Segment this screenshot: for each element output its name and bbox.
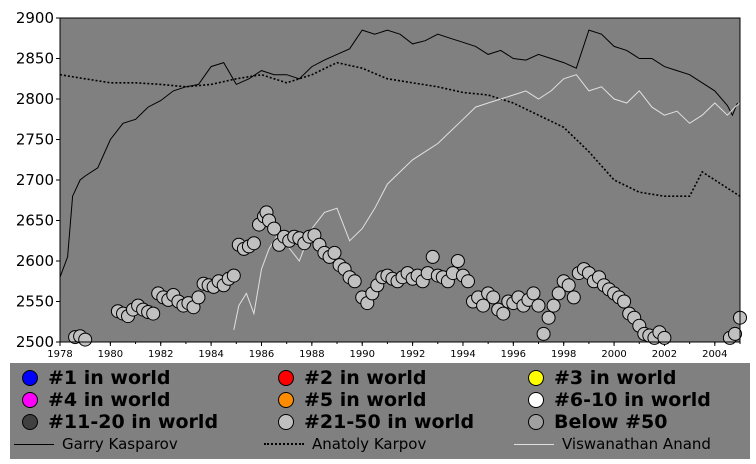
legend-marker-rank-3 bbox=[528, 370, 544, 386]
legend-item-rank-11-20: #11-20 in world bbox=[22, 411, 218, 433]
scatter-point bbox=[425, 249, 440, 264]
rating-chart: 2500 2550 2600 2650 2700 2750 2800 2850 2900 197… bbox=[16, 9, 747, 360]
scatter-point bbox=[226, 268, 241, 283]
legend-marker-rank-5 bbox=[278, 392, 294, 408]
x-tick-label-1984: 1984 bbox=[198, 349, 223, 360]
scatter-point bbox=[461, 274, 475, 289]
legend-label-rank-2: #2 in world bbox=[304, 367, 427, 389]
legend-label-rank-6-10: #6-10 in world bbox=[554, 389, 711, 411]
x-tick-label-1978: 1978 bbox=[47, 349, 72, 360]
legend-item-rank-3: #3 in world bbox=[528, 367, 677, 389]
legend-label-karpov: Anatoly Karpov bbox=[312, 435, 427, 453]
x-tick-label-1982: 1982 bbox=[148, 349, 173, 360]
plot-frame bbox=[59, 17, 741, 343]
y-tick-label-2500: 2500 bbox=[16, 333, 54, 351]
y-tick-label-2700: 2700 bbox=[16, 171, 54, 189]
scatter-point bbox=[146, 306, 161, 321]
legend-item-below-50: Below #50 bbox=[528, 411, 667, 433]
legend-label-rank-11-20: #11-20 in world bbox=[48, 411, 219, 433]
legend-item-rank-2: #2 in world bbox=[278, 367, 427, 389]
scatter-point bbox=[566, 290, 581, 305]
legend-marker-rank-1 bbox=[22, 370, 38, 386]
legend-item-rank-21-50: #21-50 in world bbox=[278, 411, 474, 433]
x-tick-label-2004: 2004 bbox=[702, 349, 727, 360]
scatter-point bbox=[728, 326, 742, 341]
legend-label-rank-4: #4 in world bbox=[48, 389, 171, 411]
y-tick-label-2750: 2750 bbox=[16, 131, 54, 149]
legend-marker-rank-2 bbox=[278, 370, 294, 386]
scatter-point bbox=[450, 254, 465, 268]
y-tick-label-2900: 2900 bbox=[16, 9, 54, 27]
y-tick-label-2550: 2550 bbox=[16, 293, 54, 311]
legend-label-rank-1: #1 in world bbox=[48, 367, 171, 389]
x-tick-label-1986: 1986 bbox=[249, 349, 274, 360]
y-tick-label-2800: 2800 bbox=[16, 90, 54, 108]
scatter-point bbox=[541, 310, 556, 325]
series-line-garry-kasparov bbox=[59, 29, 738, 278]
legend-label-rank-5: #5 in world bbox=[304, 389, 427, 411]
scatter-point bbox=[526, 286, 541, 301]
x-tick-label-1988: 1988 bbox=[299, 349, 324, 360]
scatter-point bbox=[246, 236, 261, 251]
series-line-viswanathan-anand bbox=[233, 74, 741, 331]
y-tick-label-2600: 2600 bbox=[16, 252, 54, 270]
x-tick-label-2000: 2000 bbox=[601, 349, 626, 360]
legend-label-rank-21-50: #21-50 in world bbox=[304, 411, 475, 433]
scatter-point bbox=[657, 330, 672, 345]
scatter-point bbox=[476, 298, 491, 313]
legend-item-anand: Viswanathan Anand bbox=[514, 433, 711, 455]
scatter-point bbox=[551, 286, 566, 301]
scatter-point bbox=[496, 306, 511, 321]
legend-item-rank-6-10: #6-10 in world bbox=[528, 389, 711, 411]
x-tick-label-2002: 2002 bbox=[652, 349, 677, 360]
x-tick-label-1998: 1998 bbox=[551, 349, 576, 360]
legend-item-rank-1: #1 in world bbox=[22, 367, 171, 389]
legend-marker-rank-6-10 bbox=[528, 392, 544, 408]
x-tick-label-1996: 1996 bbox=[501, 349, 526, 360]
legend-label-below-50: Below #50 bbox=[554, 411, 668, 433]
scatter-point bbox=[191, 290, 206, 305]
x-tick-label-1990: 1990 bbox=[349, 349, 374, 360]
legend-marker-rank-21-50 bbox=[278, 414, 294, 430]
scatter-point bbox=[267, 221, 282, 236]
legend-item-kasparov: Garry Kasparov bbox=[14, 433, 178, 455]
legend-item-karpov: Anatoly Karpov bbox=[264, 433, 426, 455]
scatter-point bbox=[561, 278, 576, 293]
legend-item-rank-4: #4 in world bbox=[22, 389, 171, 411]
legend-line-kasparov bbox=[14, 443, 54, 445]
scatter-point bbox=[78, 332, 93, 347]
legend-label-anand: Viswanathan Anand bbox=[562, 435, 711, 453]
legend-line-anand bbox=[514, 443, 554, 445]
legend-line-karpov bbox=[264, 443, 304, 445]
scatter-point bbox=[531, 298, 546, 313]
scatter-point bbox=[617, 294, 632, 309]
y-tick-label-2650: 2650 bbox=[16, 212, 54, 230]
plot-background bbox=[60, 18, 740, 342]
x-tick-label-1980: 1980 bbox=[98, 349, 123, 360]
x-tick-label-1992: 1992 bbox=[400, 349, 425, 360]
legend-item-rank-5: #5 in world bbox=[278, 389, 427, 411]
scatter-point bbox=[536, 326, 551, 341]
legend: #1 in world #2 in world #3 in world #4 i… bbox=[10, 363, 750, 459]
x-tick-label-1994: 1994 bbox=[450, 349, 475, 360]
scatter-points bbox=[68, 205, 747, 347]
x-axis: 1978 1980 1982 1984 1986 1988 1990 1992 1994 1996… bbox=[47, 342, 741, 360]
legend-label-rank-3: #3 in world bbox=[554, 367, 677, 389]
scatter-point bbox=[486, 290, 501, 305]
series-lines bbox=[59, 29, 741, 331]
scatter-point bbox=[327, 245, 342, 260]
series-line-anatoly-karpov bbox=[59, 61, 741, 197]
legend-label-kasparov: Garry Kasparov bbox=[62, 435, 178, 453]
y-tick-label-2850: 2850 bbox=[16, 50, 54, 68]
legend-marker-below-50 bbox=[528, 414, 544, 430]
scatter-point bbox=[546, 298, 561, 313]
y-axis: 2500 2550 2600 2650 2700 2750 2800 2850 2900 bbox=[16, 9, 60, 351]
legend-marker-rank-4 bbox=[22, 392, 38, 408]
scatter-point bbox=[347, 274, 362, 289]
legend-marker-rank-11-20 bbox=[22, 414, 38, 430]
